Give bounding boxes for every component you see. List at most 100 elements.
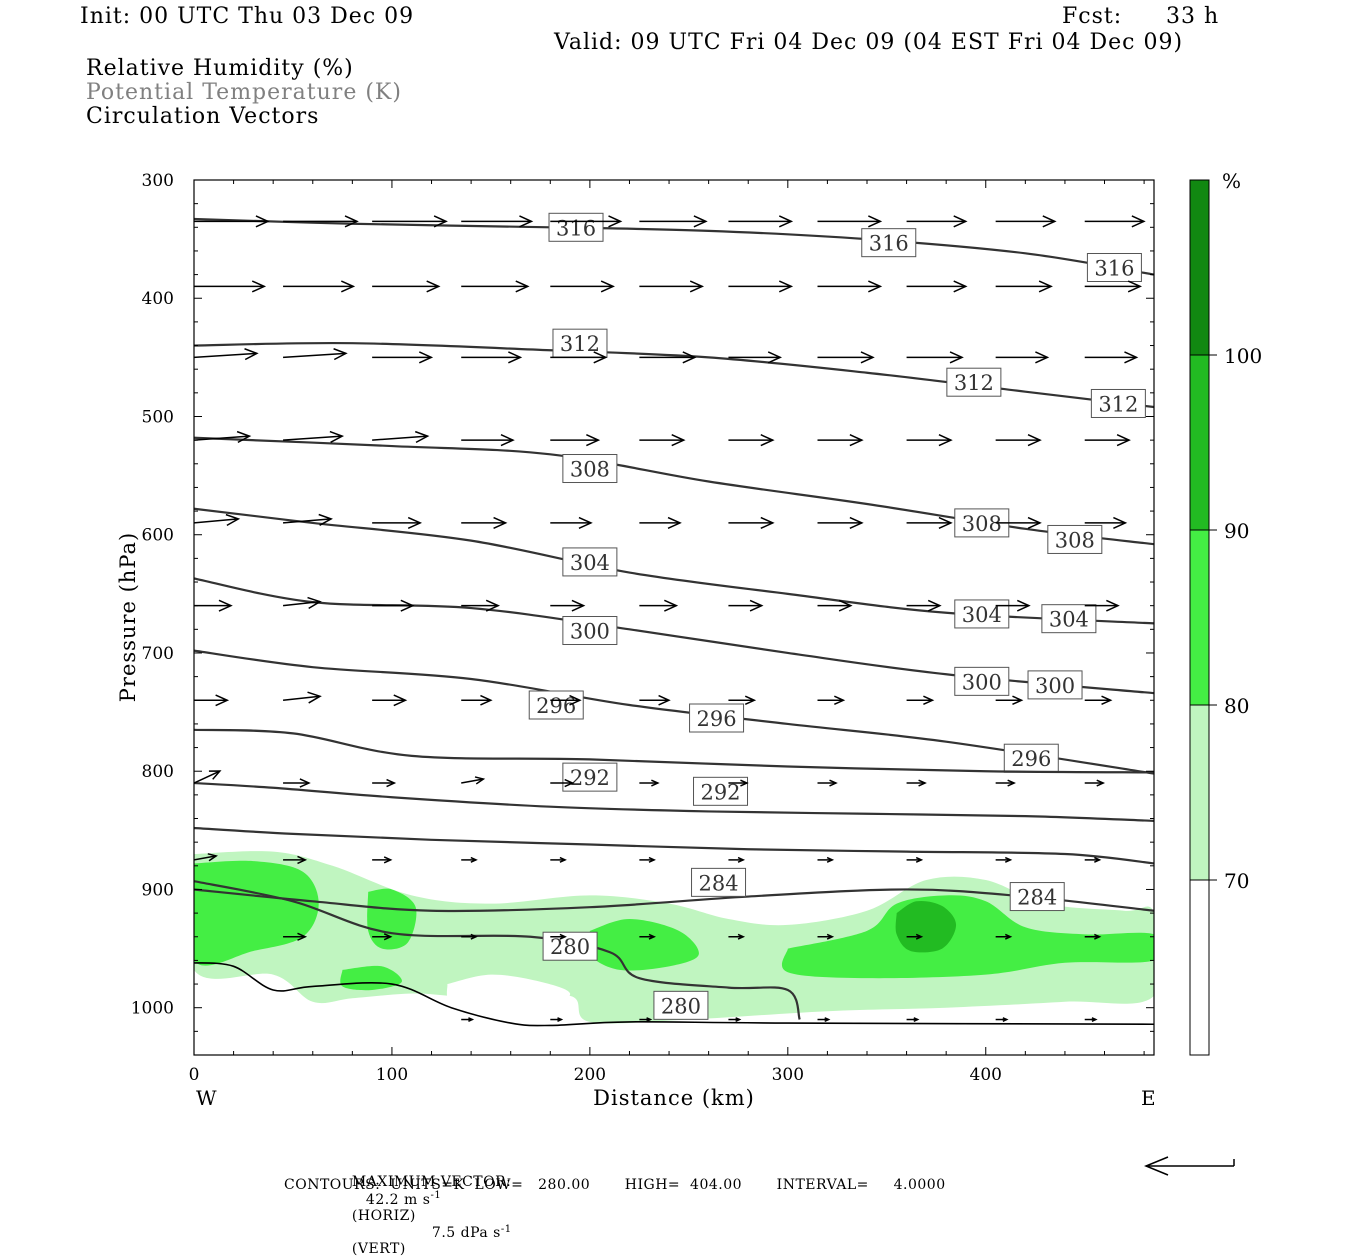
isentrope-300 [194,577,1154,695]
isentrope-label-box [1003,743,1059,773]
isentrope-label-box [954,599,1010,629]
isentrope-308 [194,436,1154,546]
max-vector-label: MAXIMUM VECTOR: [351,1174,512,1190]
x-axis-title: Distance (km) [593,1086,755,1110]
rh-below-70-gap [446,974,571,1011]
circulation-vector [1084,516,1128,529]
circulation-vector [550,434,601,447]
forecast-hours: 33 h [1166,4,1220,29]
y-tick-label: 500 [142,407,174,427]
circulation-vector [817,351,875,364]
isentrope-label: 316 [869,232,909,256]
circulation-vector [1084,933,1102,940]
circulation-vector [194,513,241,527]
circulation-vector [639,779,660,787]
y-tick-label: 300 [142,171,174,191]
circulation-vector [639,215,708,228]
max-vector-horiz-tag: (HORIZ) [351,1207,416,1224]
circulation-vector [906,1017,920,1022]
circulation-vector [283,855,308,865]
isentrope-label-box [528,690,584,720]
circulation-vector [728,856,746,863]
legend-circulation-vectors: Circulation Vectors [86,104,320,129]
circulation-vector [995,695,1024,706]
circulation-vector [1084,215,1146,228]
x-tick-label: 300 [772,1065,804,1085]
circulation-vector [461,215,534,228]
circulation-vector [639,351,697,364]
circulation-vector [1084,779,1106,787]
colorbar-label: 80 [1224,694,1249,718]
axes: 300 400 500 600 700 800 900 1000 0 100 200 300 400 [131,171,1154,1085]
isentrope-label-box [861,228,917,258]
colorbar-segment [1189,704,1210,881]
isentrope-label: 308 [1055,528,1095,552]
circulation-vector [283,932,308,941]
isentrope-label: 304 [1049,608,1089,632]
circulation-vector [995,215,1057,228]
circulation-vector [550,516,593,529]
circulation-vector [1084,280,1142,293]
isentrope-label-box [562,616,618,646]
isentrope-label: 292 [570,766,610,790]
circulation-vector [995,856,1013,863]
circulation-vector [995,779,1016,787]
circulation-vector [906,933,924,940]
colorbar: 70 80 90 100 [1189,179,1262,1056]
isentrope-label-box [562,454,618,484]
circulation-vector [639,1017,653,1022]
circulation-vector [194,694,230,707]
y-tick-label: 1000 [131,999,174,1019]
isentrope-label: 312 [1098,392,1138,416]
circulation-vector [372,280,441,293]
circulation-vector [550,351,608,364]
isentrope-label: 296 [697,707,737,731]
circulation-vector [1084,599,1120,612]
circulation-vector [995,599,1031,612]
circulation-vector [372,516,423,529]
rh-80-90-region [587,919,699,971]
y-axis-title: Pressure (hPa) [116,532,140,702]
circulation-vector [461,933,478,940]
isentrope-label-box [946,367,1002,397]
circulation-vector [550,778,575,788]
circulation-vector [728,351,783,364]
legend-relative-humidity: Relative Humidity (%) [86,56,354,81]
circulation-vector [906,215,968,228]
rh-80-90-region [782,895,1154,979]
plot-border [193,179,1155,1056]
isentrope-label: 300 [962,670,1002,694]
footer-max-vector: MAXIMUM VECTOR: 42.2 m s-1 (HORIZ) 7.5 d… [342,1158,512,1257]
isentrope-label: 280 [661,994,701,1018]
circulation-vector [906,434,953,447]
isentrope-286 [194,826,1154,865]
x-tick-label: 200 [574,1065,606,1085]
isentrope-label: 312 [560,332,600,356]
circulation-vector [817,215,883,228]
isentrope-label: 308 [570,458,610,482]
max-vector-vert: 7.5 dPa s [431,1225,501,1242]
circulation-vector [995,280,1053,293]
isentrope-label: 316 [556,216,596,240]
x-axis-west-label: W [196,1086,217,1110]
circulation-vector [639,599,679,612]
init-time: Init: 00 UTC Thu 03 Dec 09 [80,4,415,29]
circulation-vector [372,351,434,364]
circulation-vector [995,1017,1009,1022]
circulation-vector [461,434,515,447]
circulation-vector [372,215,448,228]
circulation-vector [639,856,656,863]
circulation-vector [372,694,408,707]
circulation-vector [550,280,615,293]
colorbar-segment [1189,354,1210,531]
isentrope-label: 284 [698,871,738,895]
isentrope-label: 312 [954,371,994,395]
isentrope-label: 308 [962,512,1002,536]
circulation-vector [550,856,567,863]
circulation-vector [194,215,270,228]
rh-90-100-region [895,900,957,953]
circulation-vector [550,215,623,228]
y-tick-label: 800 [142,762,174,782]
circulation-vector [550,933,567,940]
